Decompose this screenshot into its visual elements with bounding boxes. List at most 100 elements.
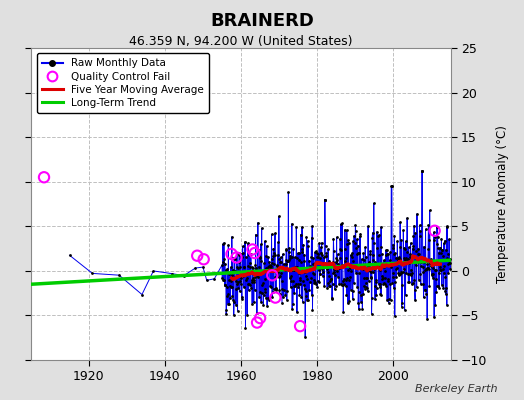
Point	[288, 220, 296, 227]
Point	[254, 220, 262, 226]
Point	[422, 266, 430, 272]
Point	[381, 274, 389, 281]
Point	[344, 237, 352, 243]
Point	[358, 306, 367, 313]
Point	[347, 268, 355, 274]
Point	[263, 266, 271, 272]
Point	[285, 249, 293, 255]
Point	[339, 308, 347, 315]
Point	[233, 281, 241, 287]
Point	[430, 237, 439, 244]
Point	[290, 254, 299, 260]
Point	[361, 265, 369, 272]
Point	[222, 311, 231, 318]
Point	[425, 207, 434, 214]
Point	[389, 245, 398, 251]
Point	[393, 265, 401, 272]
Point	[267, 263, 275, 270]
Point	[282, 296, 291, 303]
Y-axis label: Temperature Anomaly (°C): Temperature Anomaly (°C)	[496, 125, 509, 283]
Point	[394, 255, 402, 261]
Point	[396, 256, 404, 262]
Point	[340, 262, 348, 268]
Point	[237, 294, 246, 300]
Point	[338, 282, 346, 288]
Point	[308, 307, 316, 313]
Point	[311, 281, 320, 287]
Point	[318, 266, 326, 272]
Point	[419, 281, 428, 288]
Point	[333, 251, 342, 258]
Point	[307, 275, 315, 281]
Point	[395, 254, 403, 260]
Point	[356, 292, 365, 299]
Point	[445, 236, 453, 242]
Point	[352, 228, 360, 235]
Point	[296, 292, 304, 298]
Point	[283, 258, 292, 264]
Point	[427, 260, 435, 267]
Point	[357, 265, 366, 272]
Point	[242, 269, 250, 275]
Point	[334, 261, 342, 267]
Point	[429, 265, 438, 271]
Point	[397, 268, 405, 275]
Point	[243, 275, 252, 282]
Point	[430, 314, 438, 320]
Point	[357, 299, 365, 305]
Point	[411, 247, 420, 254]
Point	[325, 277, 334, 284]
Point	[248, 300, 256, 307]
Point	[355, 270, 363, 276]
Point	[300, 258, 308, 265]
Point	[262, 265, 270, 271]
Point	[339, 277, 347, 284]
Point	[224, 290, 232, 297]
Point	[230, 312, 238, 318]
Point	[433, 240, 442, 247]
Point	[445, 256, 454, 263]
Point	[353, 284, 362, 290]
Point	[274, 239, 282, 246]
Point	[431, 302, 439, 308]
Point	[220, 240, 228, 246]
Point	[310, 271, 318, 277]
Point	[425, 266, 433, 272]
Point	[253, 270, 261, 277]
Point	[435, 264, 444, 271]
Point	[296, 277, 304, 284]
Point	[254, 274, 263, 280]
Point	[400, 244, 409, 251]
Point	[432, 276, 441, 282]
Point	[257, 258, 266, 264]
Point	[220, 282, 228, 288]
Point	[236, 264, 245, 271]
Point	[278, 278, 287, 284]
Point	[348, 288, 357, 294]
Point	[266, 264, 274, 270]
Point	[245, 264, 254, 270]
Point	[244, 263, 252, 270]
Point	[227, 278, 235, 284]
Point	[255, 246, 264, 253]
Point	[236, 277, 244, 284]
Point	[115, 272, 123, 278]
Point	[423, 261, 432, 268]
Point	[366, 274, 375, 281]
Point	[310, 280, 318, 286]
Point	[231, 256, 239, 263]
Point	[358, 266, 367, 272]
Point	[238, 296, 246, 302]
Point	[337, 247, 346, 254]
Point	[232, 302, 240, 308]
Point	[226, 269, 234, 276]
Point	[245, 252, 254, 258]
Point	[288, 254, 297, 260]
Point	[378, 275, 387, 281]
Point	[346, 274, 354, 280]
Point	[376, 291, 385, 298]
Point	[359, 256, 368, 263]
Point	[411, 297, 419, 304]
Point	[279, 264, 287, 270]
Point	[368, 294, 376, 301]
